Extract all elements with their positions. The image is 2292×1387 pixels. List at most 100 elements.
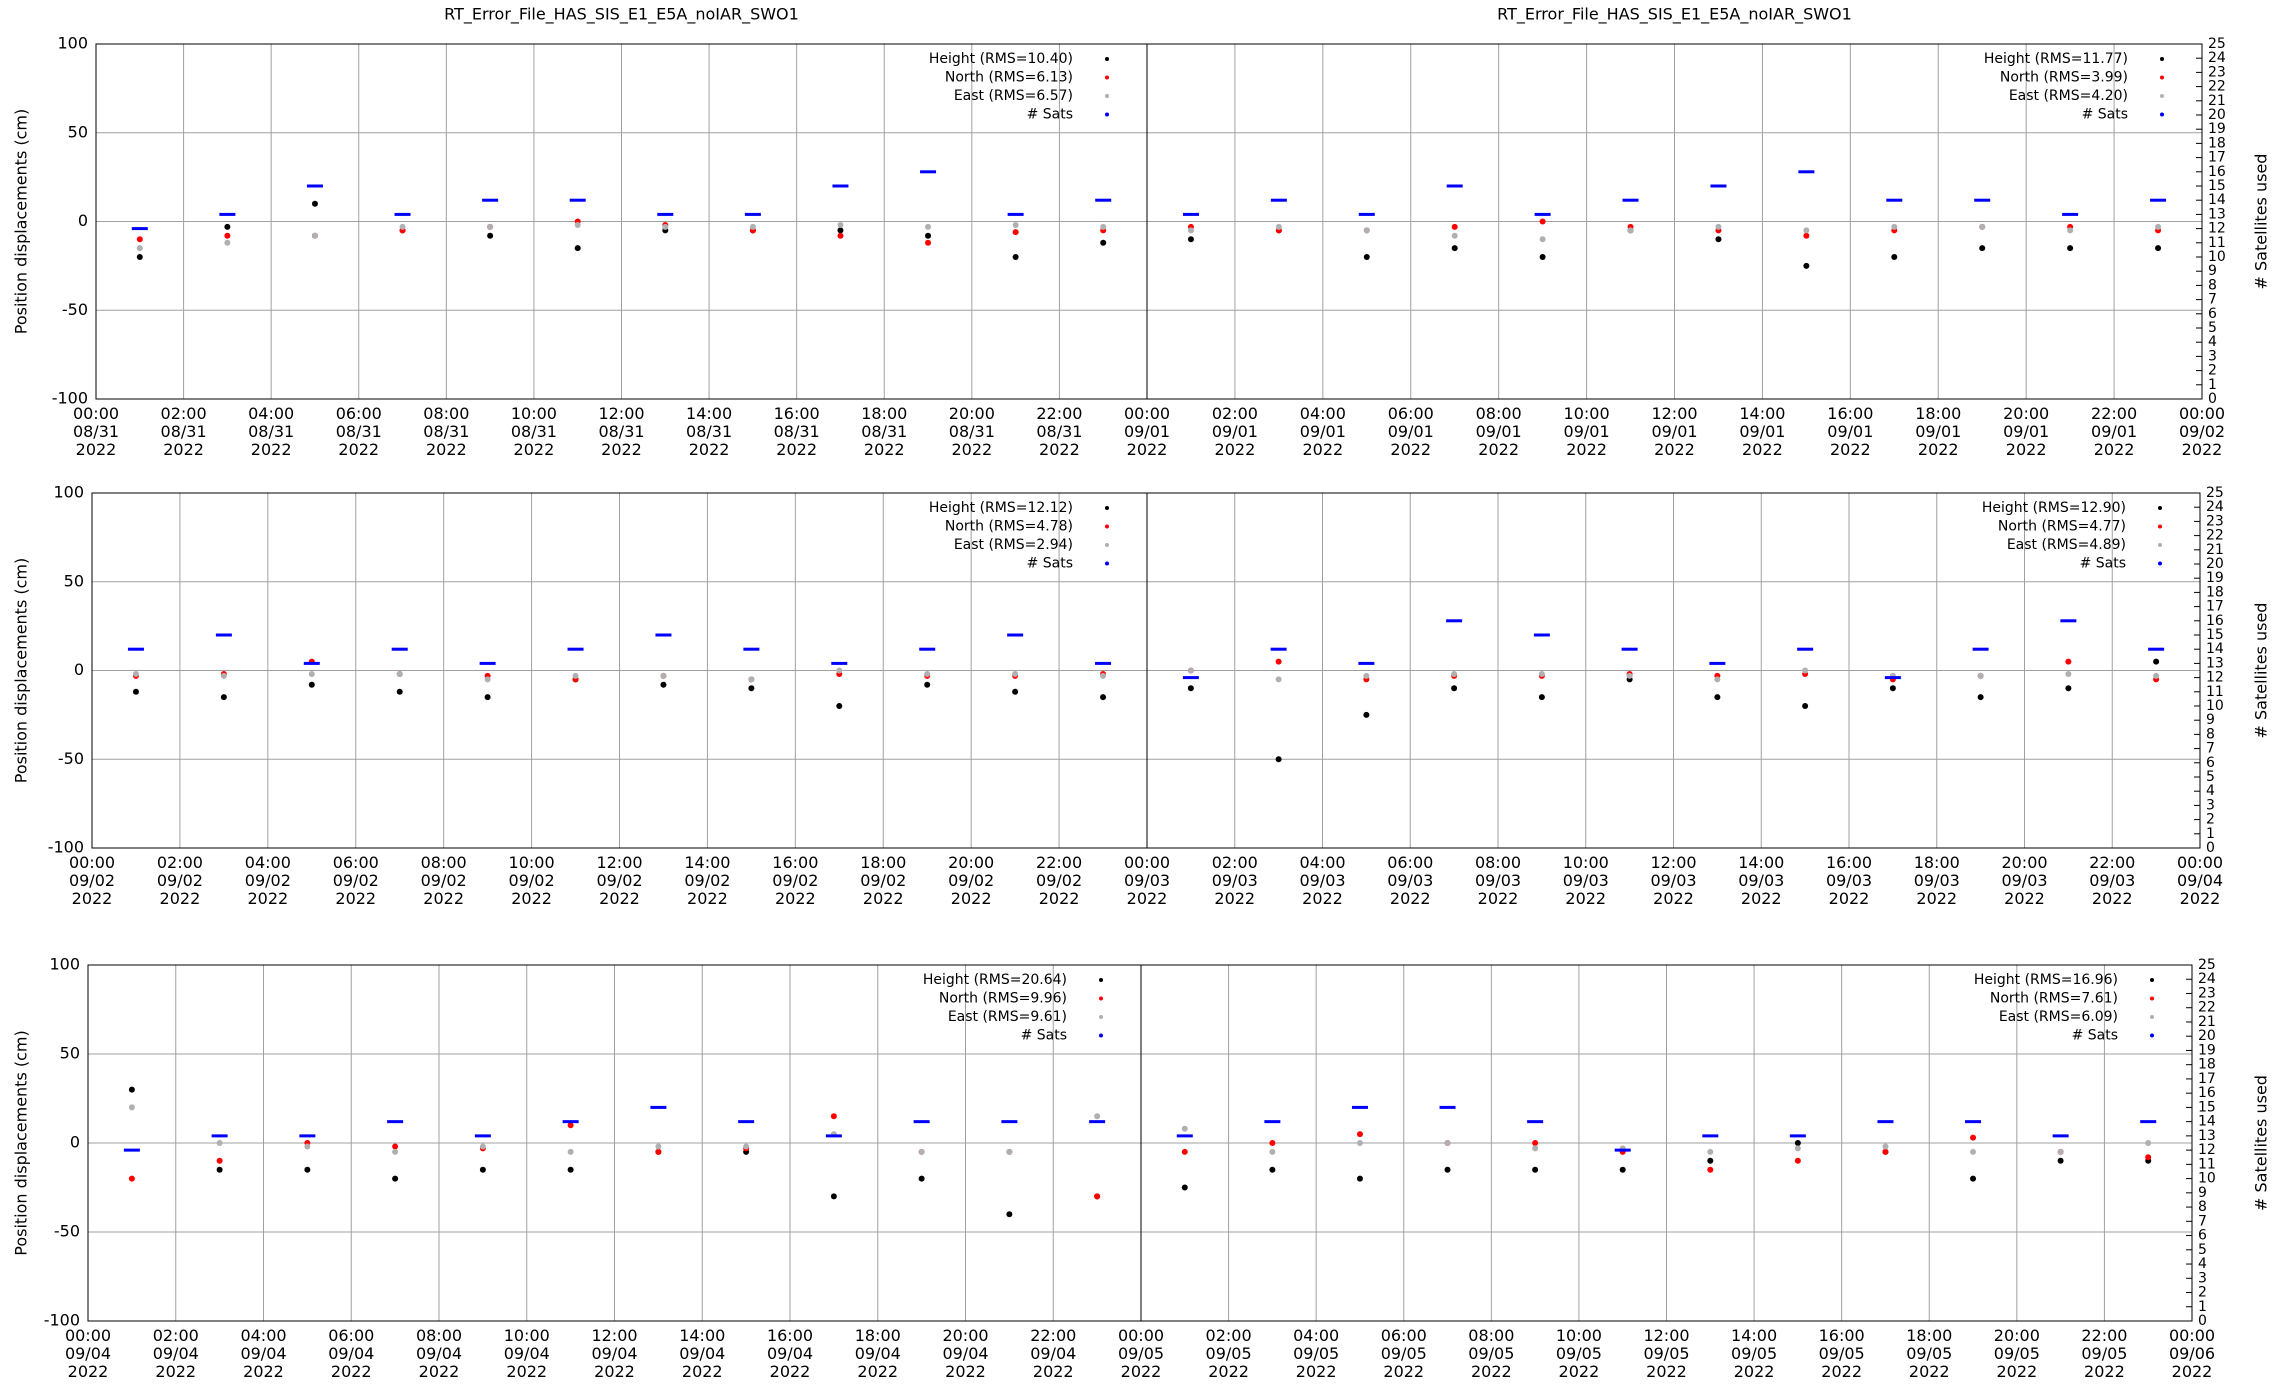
legend-label: East (RMS=6.57): [954, 88, 1073, 104]
x-tick-label: 10:00 09/05 2022: [1555, 1326, 1602, 1381]
data-point: [1794, 1145, 1801, 1152]
data-point: [567, 1166, 574, 1173]
x-tick-label: 18:00 09/05 2022: [1906, 1326, 1953, 1381]
sat-point: [1709, 661, 1726, 665]
y2-tick-label: 11: [2206, 684, 2224, 700]
data-point: [1006, 1211, 1013, 1218]
x-tick-label: 00:00 09/02 2022: [2178, 404, 2226, 459]
sat-point: [2140, 1120, 2157, 1124]
x-tick-label: 06:00 08/31 2022: [335, 404, 382, 459]
data-point: [1356, 1140, 1363, 1146]
y2-tick-label: 16: [2208, 164, 2226, 180]
data-point: [1094, 1193, 1101, 1200]
sat-point: [1797, 647, 1814, 651]
y2-tick-label: 6: [2208, 306, 2217, 322]
x-tick-label: 08:00 09/01 2022: [1475, 404, 1522, 459]
legend-label: East (RMS=2.94): [954, 537, 1073, 553]
data-point: [132, 688, 139, 695]
sat-point: [1974, 198, 1991, 202]
data-point: [924, 681, 931, 688]
data-point: [220, 694, 227, 701]
data-point: [479, 1166, 486, 1173]
legend-label: East (RMS=9.61): [948, 1009, 1067, 1025]
data-point: [1181, 1125, 1188, 1132]
y2-tick-label: 25: [2198, 957, 2216, 973]
x-tick-label: 08:00 09/05 2022: [1468, 1326, 1515, 1381]
data-point: [1627, 227, 1634, 234]
legend-marker: [1105, 57, 1109, 61]
x-tick-label: 16:00 09/03 2022: [1825, 853, 1873, 908]
data-point: [308, 681, 315, 688]
y2-tick-label: 3: [2198, 1270, 2207, 1286]
y2-tick-label: 1: [2198, 1299, 2207, 1315]
x-tick-label: 12:00 09/02 2022: [596, 853, 643, 908]
data-point: [1275, 658, 1282, 665]
sat-point: [2148, 647, 2165, 651]
x-tick-label: 12:00 09/01 2022: [1651, 404, 1698, 459]
data-point: [1363, 672, 1370, 679]
data-point: [224, 239, 231, 246]
y2-tick-label: 13: [2208, 206, 2226, 222]
data-point: [925, 223, 932, 230]
y2-tick-label: 15: [2206, 627, 2224, 643]
x-tick-label: 20:00 09/02 2022: [948, 853, 995, 908]
sat-point: [303, 661, 320, 665]
y2-tick-label: 21: [2206, 542, 2224, 558]
legend-label: Height (RMS=10.40): [929, 51, 1073, 67]
data-point: [2057, 1148, 2064, 1155]
data-point: [1882, 1148, 1889, 1155]
data-point: [2153, 672, 2160, 679]
data-point: [2155, 223, 2162, 230]
data-point: [224, 232, 231, 239]
y2-tick-label: 24: [2206, 499, 2224, 515]
legend-marker: [2160, 75, 2164, 80]
data-point: [1803, 262, 1810, 269]
data-point: [567, 1148, 574, 1155]
data-point: [396, 671, 403, 678]
data-point: [2155, 245, 2162, 252]
sat-point: [913, 1120, 930, 1124]
data-point: [1802, 703, 1809, 709]
legend-label: North (RMS=3.99): [2000, 70, 2128, 86]
x-tick-label: 14:00 09/04 2022: [679, 1326, 726, 1381]
data-point: [1094, 1113, 1101, 1120]
sat-point: [219, 212, 236, 216]
sat-point: [1527, 1120, 1544, 1124]
y2-tick-label: 22: [2208, 79, 2226, 95]
x-tick-label: 18:00 09/02 2022: [860, 853, 907, 908]
y2-tick-label: 0: [2208, 391, 2217, 407]
legend-marker: [1105, 75, 1109, 80]
data-point: [1451, 685, 1458, 692]
data-point: [1012, 222, 1019, 229]
sat-point: [744, 212, 761, 216]
legend-label: # Sats: [2080, 556, 2126, 572]
sat-point: [650, 1105, 667, 1109]
data-point: [1891, 223, 1898, 230]
y-tick-label: 50: [60, 1044, 80, 1063]
data-point: [311, 200, 318, 207]
sat-point: [306, 184, 323, 188]
data-point: [1012, 671, 1019, 678]
x-tick-label: 16:00 09/01 2022: [1827, 404, 1874, 459]
data-point: [660, 672, 667, 679]
sat-point: [131, 227, 148, 231]
data-point: [2057, 1157, 2064, 1164]
data-point: [1977, 694, 1984, 701]
data-point: [1794, 1140, 1801, 1146]
data-point: [216, 1140, 223, 1146]
x-tick-label: 12:00 08/31 2022: [598, 404, 645, 459]
x-tick-label: 04:00 09/02 2022: [244, 853, 291, 908]
sat-point: [1095, 661, 1112, 665]
y2-tick-label: 21: [2198, 1014, 2216, 1030]
data-point: [1451, 245, 1458, 252]
y2-tick-label: 17: [2206, 599, 2224, 615]
y-tick-label: -100: [44, 1311, 80, 1330]
sat-point: [1351, 1105, 1368, 1109]
x-tick-label: 18:00 09/01 2022: [1915, 404, 1962, 459]
y2-tick-label: 10: [2206, 698, 2224, 714]
data-point: [1970, 1148, 1977, 1155]
sat-point: [1176, 1134, 1193, 1138]
y2-tick-label: 5: [2206, 769, 2215, 785]
sat-point: [1182, 676, 1199, 680]
sat-point: [211, 1134, 228, 1138]
